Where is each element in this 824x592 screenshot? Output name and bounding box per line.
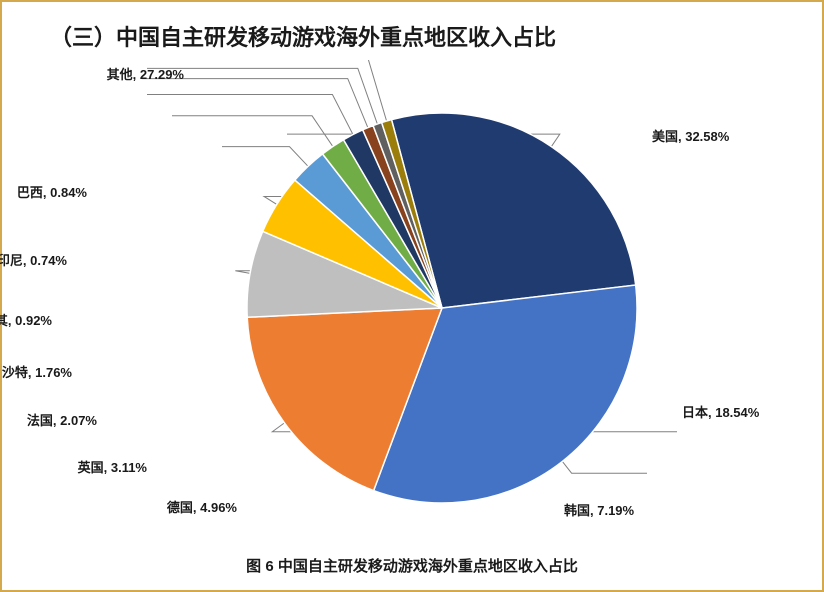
slice-label: 沙特, 1.76%: [2, 362, 72, 381]
figure-caption: 图 6 中国自主研发移动游戏海外重点地区收入占比: [2, 555, 822, 576]
leader-line: [172, 116, 333, 147]
slice-label: 巴西, 0.84%: [17, 182, 87, 201]
slice-label: 德国, 4.96%: [167, 497, 237, 516]
leader-line: [562, 461, 647, 473]
leader-line: [142, 79, 368, 128]
slice-label: 其他, 27.29%: [107, 64, 184, 83]
slice-label: 印尼, 0.74%: [0, 250, 67, 269]
slice-label: 法国, 2.07%: [27, 410, 97, 429]
page-title: （三）中国自主研发移动游戏海外重点地区收入占比: [50, 20, 556, 52]
slice-label: 美国, 32.58%: [652, 126, 729, 145]
slice-label: 土耳其, 0.92%: [0, 310, 52, 329]
leader-line: [222, 147, 308, 167]
slice-label: 日本, 18.54%: [682, 402, 759, 421]
leader-line: [147, 94, 353, 134]
slice-label: 英国, 3.11%: [78, 457, 147, 476]
pie-chart: 其他, 27.29% 美国, 32.58% 日本, 18.54% 韩国, 7.19% 德…: [22, 60, 806, 540]
slice-label: 韩国, 7.19%: [564, 500, 634, 519]
leader-line: [167, 60, 387, 121]
